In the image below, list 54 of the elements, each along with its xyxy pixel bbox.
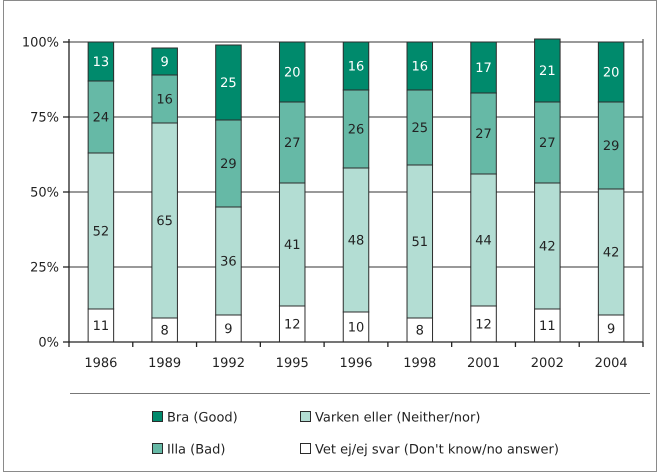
data-label: 27 — [475, 127, 492, 142]
x-tick-label: 1986 — [84, 356, 118, 371]
y-tick-label: 50% — [30, 186, 59, 201]
data-label: 20 — [602, 66, 620, 81]
y-tick-label: 75% — [30, 110, 59, 126]
data-label: 9 — [160, 55, 169, 70]
data-label: 9 — [606, 322, 616, 338]
data-label: 21 — [539, 64, 556, 80]
data-label: 29 — [220, 157, 237, 172]
data-label: 44 — [475, 234, 492, 249]
data-label: 65 — [156, 214, 173, 230]
y-tick-label: 100% — [22, 36, 59, 51]
data-label: 27 — [539, 136, 556, 152]
x-tick-label: 1996 — [339, 356, 373, 371]
data-label: 52 — [92, 224, 110, 240]
legend-label: Illa (Bad) — [167, 442, 226, 458]
x-tick-label: 2004 — [594, 356, 628, 371]
x-tick-label: 1998 — [403, 356, 436, 371]
data-label: 8 — [160, 324, 169, 339]
x-tick-label: 2002 — [530, 356, 564, 371]
data-label: 13 — [92, 55, 110, 70]
data-label: 17 — [475, 61, 492, 76]
x-tick-label: 1995 — [276, 356, 309, 371]
data-label: 25 — [412, 121, 428, 136]
data-label: 27 — [284, 136, 300, 152]
data-label: 12 — [284, 318, 300, 333]
legend-label: Varken eller (Neither/nor) — [315, 410, 480, 426]
data-label: 51 — [412, 235, 428, 250]
legend-label: Bra (Good) — [167, 410, 238, 426]
y-tick-label: 0% — [38, 336, 59, 351]
data-label: 26 — [348, 122, 364, 138]
data-label: 16 — [156, 92, 173, 108]
data-label: 25 — [220, 76, 237, 92]
data-label: 16 — [412, 60, 428, 75]
data-label: 20 — [284, 66, 300, 81]
data-label: 29 — [602, 139, 620, 154]
data-label: 42 — [539, 240, 556, 255]
data-label: 42 — [602, 246, 620, 261]
data-label: 16 — [348, 60, 364, 75]
data-label: 24 — [92, 110, 110, 126]
data-label: 48 — [348, 234, 364, 249]
x-tick-label: 1992 — [212, 356, 245, 371]
x-tick-label: 1989 — [148, 356, 182, 371]
y-tick-label: 25% — [30, 260, 59, 276]
data-label: 11 — [92, 319, 110, 334]
data-label: 41 — [284, 238, 300, 254]
data-label: 36 — [220, 254, 237, 270]
legend-label: Vet ej/ej svar (Don't know/no answer) — [315, 442, 559, 458]
data-label: 8 — [416, 324, 424, 339]
data-label: 11 — [539, 319, 556, 334]
data-label: 12 — [475, 318, 492, 333]
data-label: 9 — [224, 322, 233, 338]
x-tick-label: 2001 — [467, 356, 500, 371]
data-label: 10 — [348, 320, 364, 336]
